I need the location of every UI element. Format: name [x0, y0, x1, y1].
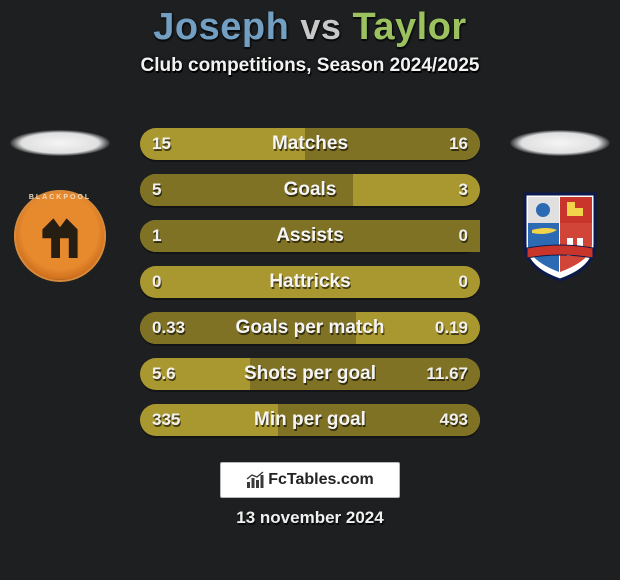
badge-shadow-icon [510, 130, 610, 156]
right-badge [510, 116, 610, 336]
stat-row: 0.330.19Goals per match [140, 312, 480, 344]
stat-row: 53Goals [140, 174, 480, 206]
left-badge: BLACKPOOL [10, 116, 110, 336]
chart-icon [246, 471, 264, 489]
stat-label: Assists [140, 220, 480, 252]
stat-rows: 1516Matches 53Goals 10Assists 00Hattricks 0.… [140, 128, 480, 450]
brand-text: FcTables.com [268, 471, 374, 489]
stat-row: 00Hattricks [140, 266, 480, 298]
stat-row: 1516Matches [140, 128, 480, 160]
stat-row: 335493Min per goal [140, 404, 480, 436]
blackpool-crest-icon: BLACKPOOL [10, 186, 110, 286]
aldershot-crest-icon [510, 186, 610, 286]
subtitle: Club competitions, Season 2024/2025 [0, 55, 620, 77]
stat-row: 5.611.67Shots per goal [140, 358, 480, 390]
crest-ring-text: BLACKPOOL [14, 194, 106, 201]
player2-name: Taylor [353, 6, 467, 48]
stat-label: Min per goal [140, 404, 480, 436]
stat-label: Shots per goal [140, 358, 480, 390]
vs-text: vs [300, 6, 341, 47]
badge-shadow-icon [10, 130, 110, 156]
stat-label: Matches [140, 128, 480, 160]
title: Joseph vs Taylor [0, 6, 620, 49]
stat-row: 10Assists [140, 220, 480, 252]
stat-label: Goals per match [140, 312, 480, 344]
player1-name: Joseph [153, 6, 289, 48]
stat-label: Hattricks [140, 266, 480, 298]
comparison-infographic: Joseph vs Taylor Club competitions, Seas… [0, 6, 620, 580]
footer-date: 13 november 2024 [0, 508, 620, 528]
stat-label: Goals [140, 174, 480, 206]
brand-box: FcTables.com [220, 462, 400, 498]
